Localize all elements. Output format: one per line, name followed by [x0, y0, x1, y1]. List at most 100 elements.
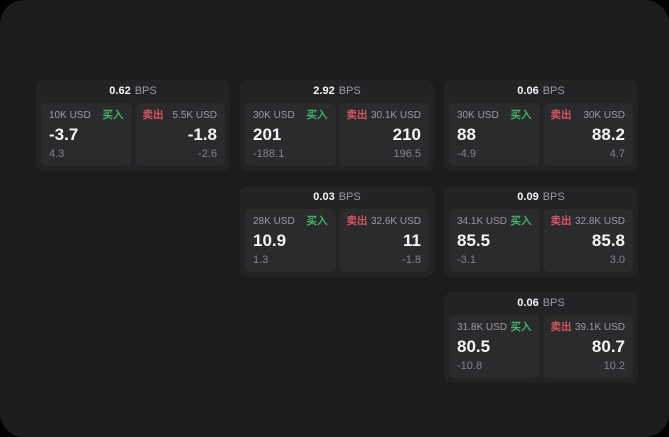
buy-price: 201 [253, 125, 282, 145]
buy-tile-header: 10K USD 买入 [49, 109, 124, 122]
sell-amount: 30K USD [583, 110, 625, 122]
sell-sub-value: 10.2 [603, 359, 625, 372]
bps-value: 0.06 [517, 297, 539, 309]
sell-sub-value: 4.7 [609, 147, 625, 160]
buy-sub-value: -3.1 [457, 253, 476, 266]
sell-price: 88.2 [591, 125, 625, 145]
sell-quote-tile[interactable]: 卖出 5.5K USD -1.8 -2.6 [134, 103, 225, 166]
bps-unit-label: BPS [542, 191, 565, 203]
buy-sub-value: -188.1 [253, 147, 285, 160]
sell-price: 11 [403, 231, 421, 251]
buy-amount: 30K USD [457, 110, 499, 122]
sell-amount: 30.1K USD [370, 110, 421, 122]
buy-side-label: 买入 [102, 109, 124, 121]
sell-side-label: 卖出 [550, 215, 572, 227]
quote-card: 0.62 BPS 10K USD 买入 -3.7 4.3 卖出 5.5K USD… [36, 80, 230, 171]
buy-side-label: 买入 [510, 109, 532, 121]
sell-sub-value: 3.0 [609, 253, 625, 266]
sell-tile-header: 卖出 30.1K USD [346, 109, 422, 122]
sell-side-label: 卖出 [346, 109, 368, 121]
quote-card: 0.06 BPS 30K USD 买入 88 -4.9 卖出 30K USD 8… [444, 80, 638, 171]
sell-amount: 32.8K USD [574, 216, 625, 228]
sell-tile-header: 卖出 32.6K USD [346, 215, 422, 228]
sell-quote-tile[interactable]: 卖出 30K USD 88.2 4.7 [542, 103, 633, 166]
buy-quote-tile[interactable]: 30K USD 买入 88 -4.9 [449, 103, 540, 166]
bps-unit-label: BPS [134, 85, 157, 97]
card-header: 0.06 BPS [449, 80, 633, 103]
card-body: 28K USD 买入 10.9 1.3 卖出 32.6K USD 11 -1.8 [245, 209, 429, 272]
buy-sub-value: 1.3 [253, 253, 269, 266]
sell-side-label: 卖出 [142, 109, 164, 121]
buy-price: 88 [457, 125, 476, 145]
sell-quote-tile[interactable]: 卖出 30.1K USD 210 196.5 [338, 103, 429, 166]
card-header: 0.09 BPS [449, 186, 633, 209]
buy-sub-value: -10.8 [457, 359, 483, 372]
bps-unit-label: BPS [542, 85, 565, 97]
buy-quote-tile[interactable]: 31.8K USD 买入 80.5 -10.8 [449, 315, 540, 378]
buy-side-label: 买入 [510, 321, 532, 333]
sell-quote-tile[interactable]: 卖出 32.6K USD 11 -1.8 [338, 209, 429, 272]
buy-side-label: 买入 [306, 109, 328, 121]
card-body: 34.1K USD 买入 85.5 -3.1 卖出 32.8K USD 85.8… [449, 209, 633, 272]
buy-amount: 34.1K USD [457, 216, 508, 228]
buy-quote-tile[interactable]: 10K USD 买入 -3.7 4.3 [41, 103, 132, 166]
sell-tile-header: 卖出 5.5K USD [142, 109, 218, 122]
buy-sub-value: 4.3 [49, 147, 65, 160]
buy-price: 80.5 [457, 337, 491, 357]
sell-price: 210 [392, 125, 421, 145]
quote-card: 0.03 BPS 28K USD 买入 10.9 1.3 卖出 32.6K US… [240, 186, 434, 277]
buy-amount: 31.8K USD [457, 322, 508, 334]
sell-price: -1.8 [187, 125, 217, 145]
bps-unit-label: BPS [542, 297, 565, 309]
buy-side-label: 买入 [306, 215, 328, 227]
buy-quote-tile[interactable]: 28K USD 买入 10.9 1.3 [245, 209, 336, 272]
quote-card: 0.09 BPS 34.1K USD 买入 85.5 -3.1 卖出 32.8K… [444, 186, 638, 277]
buy-side-label: 买入 [510, 215, 532, 227]
bps-value: 0.03 [313, 191, 335, 203]
buy-amount: 10K USD [49, 110, 91, 122]
buy-price: 85.5 [457, 231, 491, 251]
bps-unit-label: BPS [338, 85, 361, 97]
sell-side-label: 卖出 [550, 109, 572, 121]
card-body: 30K USD 买入 88 -4.9 卖出 30K USD 88.2 4.7 [449, 103, 633, 166]
buy-sub-value: -4.9 [457, 147, 476, 160]
buy-price: 10.9 [253, 231, 287, 251]
sell-tile-header: 卖出 39.1K USD [551, 321, 626, 334]
card-header: 0.62 BPS [41, 80, 225, 103]
bps-value: 0.62 [109, 85, 131, 97]
sell-quote-tile[interactable]: 卖出 39.1K USD 80.7 10.2 [542, 315, 633, 378]
buy-tile-header: 28K USD 买入 [253, 215, 328, 228]
sell-amount: 39.1K USD [574, 322, 625, 334]
bps-value: 0.06 [517, 85, 539, 97]
sell-amount: 5.5K USD [172, 110, 217, 122]
sell-price: 80.7 [591, 337, 625, 357]
buy-price: -3.7 [49, 125, 79, 145]
sell-sub-value: -1.8 [402, 253, 421, 266]
quote-card: 2.92 BPS 30K USD 买入 201 -188.1 卖出 30.1K … [240, 80, 434, 171]
buy-tile-header: 30K USD 买入 [253, 109, 328, 122]
card-header: 0.03 BPS [245, 186, 429, 209]
buy-tile-header: 31.8K USD 买入 [457, 321, 532, 334]
buy-quote-tile[interactable]: 34.1K USD 买入 85.5 -3.1 [449, 209, 540, 272]
buy-quote-tile[interactable]: 30K USD 买入 201 -188.1 [245, 103, 336, 166]
card-body: 10K USD 买入 -3.7 4.3 卖出 5.5K USD -1.8 -2.… [41, 103, 225, 166]
sell-side-label: 卖出 [346, 215, 368, 227]
bps-value: 2.92 [313, 85, 335, 97]
bps-unit-label: BPS [338, 191, 361, 203]
card-header: 0.06 BPS [449, 292, 633, 315]
sell-sub-value: -2.6 [198, 147, 217, 160]
sell-tile-header: 卖出 30K USD [550, 109, 626, 122]
buy-tile-header: 34.1K USD 买入 [457, 215, 532, 228]
card-header: 2.92 BPS [245, 80, 429, 103]
card-body: 31.8K USD 买入 80.5 -10.8 卖出 39.1K USD 80.… [449, 315, 633, 378]
bps-value: 0.09 [517, 191, 539, 203]
buy-amount: 28K USD [253, 216, 295, 228]
buy-tile-header: 30K USD 买入 [457, 109, 532, 122]
sell-quote-tile[interactable]: 卖出 32.8K USD 85.8 3.0 [542, 209, 633, 272]
buy-amount: 30K USD [253, 110, 295, 122]
sell-price: 85.8 [591, 231, 625, 251]
sell-amount: 32.6K USD [370, 216, 421, 228]
sell-tile-header: 卖出 32.8K USD [550, 215, 626, 228]
